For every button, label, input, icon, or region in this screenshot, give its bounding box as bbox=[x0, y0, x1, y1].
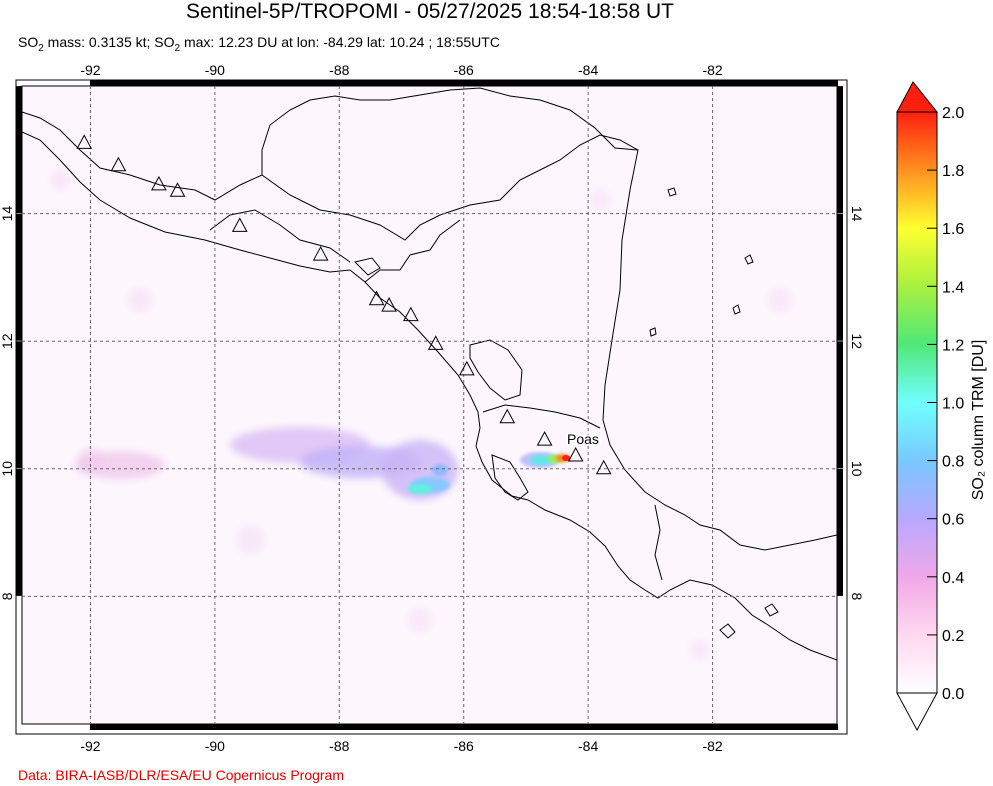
colorbar-tick-label: 0.8 bbox=[942, 454, 964, 471]
volcano-triangle-icon bbox=[595, 459, 612, 475]
tick-bar-left bbox=[16, 86, 22, 214]
gridlines bbox=[22, 86, 837, 724]
colorbar-tick-label: 0.4 bbox=[942, 570, 964, 587]
volcano-triangle-icon bbox=[567, 446, 584, 462]
lat-tick-label-right: 14 bbox=[849, 206, 865, 222]
tick-bar-right bbox=[837, 213, 843, 341]
tick-bar-right bbox=[837, 341, 843, 469]
lat-tick-label-right: 10 bbox=[849, 461, 865, 477]
tick-bar-left bbox=[16, 468, 22, 596]
so2-map: Poas Poas -92-92-90-90-88-88-86-86-84-84… bbox=[0, 62, 865, 754]
summary-text-a: SO bbox=[18, 34, 39, 50]
lon-tick-label-bottom: -90 bbox=[205, 738, 225, 754]
tick-bar-top bbox=[463, 80, 590, 86]
volcano-triangle-icon bbox=[427, 335, 444, 350]
colorbar: 0.0 0.2 0.4 0.6 0.8 1.0 1.2 1.4 1.6 1.8 2.0 SO₂ co… bbox=[896, 81, 987, 732]
lat-tick-label-left: 10 bbox=[0, 461, 15, 477]
volcano-label-poas-text: Poas bbox=[567, 431, 599, 447]
lat-tick-label-left: 8 bbox=[0, 592, 15, 600]
colorbar-min-arrow bbox=[896, 692, 938, 732]
lon-tick-label-bottom: -84 bbox=[578, 738, 598, 754]
volcano-triangle-icon bbox=[231, 217, 248, 232]
colorbar-tick-label: 1.0 bbox=[942, 396, 964, 413]
tick-bar-bottom bbox=[214, 724, 341, 730]
colorbar-tick-label: 1.6 bbox=[942, 221, 964, 238]
colorbar-tick-label: 1.8 bbox=[942, 163, 964, 180]
tick-bar-right bbox=[837, 468, 843, 596]
tick-bar-bottom bbox=[89, 724, 216, 730]
volcano-triangle-icon bbox=[368, 290, 385, 306]
tick-bar-top bbox=[338, 80, 465, 86]
tick-bar-bottom bbox=[338, 724, 465, 730]
tick-bar-top bbox=[214, 80, 341, 86]
colorbar-tick-label: 0.2 bbox=[942, 628, 964, 645]
summary-sub-a: 2 bbox=[38, 42, 44, 54]
volcano-triangle-icon bbox=[151, 175, 167, 191]
tick-bar-left bbox=[16, 213, 22, 341]
volcano-triangle-icon bbox=[312, 246, 329, 261]
tick-bar-right bbox=[837, 86, 843, 214]
tick-bar-bottom bbox=[712, 724, 839, 730]
volcano-triangle-icon bbox=[76, 134, 93, 149]
tick-bar-top bbox=[89, 80, 216, 86]
axis-ticks: -92 -92 -90 -90 -88 -88 -86 -86 -84 -84 -82 -82 8 8 10… bbox=[0, 62, 865, 754]
summary-text-c: max: 12.23 DU at lon: -84.29 lat: 10.24 … bbox=[180, 34, 500, 50]
data-credit: Data: BIRA-IASB/DLR/ESA/EU Copernicus Pr… bbox=[18, 767, 345, 783]
lon-tick-label-top: -86 bbox=[454, 62, 474, 78]
volcano-triangle-icon bbox=[381, 297, 397, 312]
lon-tick-label-bottom: -92 bbox=[80, 738, 100, 754]
tick-bar-top bbox=[587, 80, 714, 86]
coastlines bbox=[22, 87, 837, 661]
lon-tick-label-bottom: -86 bbox=[454, 738, 474, 754]
lon-tick-label-top: -84 bbox=[578, 62, 598, 78]
volcano-triangle-icon bbox=[402, 306, 419, 322]
colorbar-label: SO₂ column TRM [DU] bbox=[970, 340, 987, 501]
colorbar-max-arrow bbox=[896, 81, 939, 113]
lon-tick-label-bottom: -82 bbox=[702, 738, 722, 754]
map-plot-area bbox=[21, 85, 838, 725]
volcano-triangle-icon bbox=[536, 431, 553, 446]
lon-tick-label-top: -88 bbox=[329, 62, 349, 78]
volcano-triangle-icon bbox=[169, 182, 186, 197]
colorbar-tick-label: 0.0 bbox=[942, 686, 964, 703]
colorbar-ticks: 0.0 0.2 0.4 0.6 0.8 1.0 1.2 1.4 1.6 1.8 2.0 bbox=[927, 105, 964, 703]
summary-text-b: mass: 0.3135 kt; SO bbox=[43, 34, 175, 50]
map-title: Sentinel-5P/TROPOMI - 05/27/2025 18:54-1… bbox=[186, 0, 674, 23]
volcano-label-poas: Poas bbox=[567, 431, 601, 447]
colorbar-tick-label: 0.6 bbox=[942, 512, 964, 529]
lon-tick-label-bottom: -88 bbox=[329, 738, 349, 754]
colorbar-tick-label: 1.4 bbox=[942, 279, 964, 296]
tick-bar-bottom bbox=[463, 724, 590, 730]
so2-plume bbox=[75, 427, 570, 500]
tick-bar-bottom bbox=[587, 724, 714, 730]
tick-bar-left bbox=[16, 341, 22, 469]
lon-tick-label-top: -82 bbox=[702, 62, 722, 78]
lat-tick-label-left: 14 bbox=[0, 206, 15, 222]
volcano-markers bbox=[76, 134, 612, 475]
volcano-triangle-icon bbox=[499, 408, 516, 424]
colorbar-tick-label: 1.2 bbox=[942, 337, 964, 354]
lat-tick-label-left: 12 bbox=[0, 333, 15, 349]
tick-bar-top bbox=[712, 80, 839, 86]
volcano-triangle-icon bbox=[110, 156, 127, 172]
colorbar-tick-label: 2.0 bbox=[942, 105, 964, 122]
lat-tick-label-right: 12 bbox=[849, 333, 865, 349]
lat-tick-label-right: 8 bbox=[849, 593, 865, 601]
so2-summary: SO2 mass: 0.3135 kt; SO2 max: 12.23 DU a… bbox=[18, 34, 500, 54]
lon-tick-label-top: -92 bbox=[80, 62, 100, 78]
summary-sub-b: 2 bbox=[174, 42, 181, 54]
lon-tick-label-top: -90 bbox=[205, 62, 225, 78]
volcano-triangle-icon bbox=[458, 360, 475, 376]
